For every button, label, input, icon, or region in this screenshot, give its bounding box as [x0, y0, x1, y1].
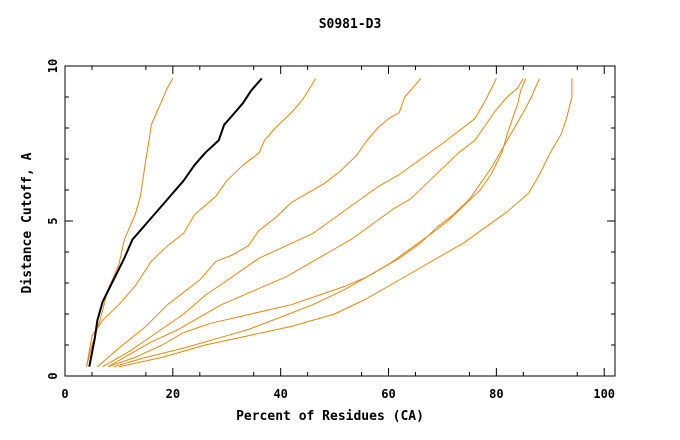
axis-ticks: 0 20 40 60 80 100 0 5 10	[46, 59, 615, 401]
series-line-model-7	[107, 78, 527, 368]
x-tick-label: 80	[489, 387, 503, 401]
series-line-model-8	[113, 78, 540, 368]
series-line-model-5	[102, 78, 497, 368]
y-axis-label: Distance Cutoff, A	[20, 152, 35, 293]
series-lines	[86, 77, 573, 368]
chart-title: S0981-D3	[319, 17, 382, 32]
x-tick-label: 60	[381, 387, 395, 401]
y-tick-label: 0	[46, 372, 60, 379]
x-tick-label: 20	[166, 387, 180, 401]
x-tick-label: 40	[273, 387, 287, 401]
series-line-model-4	[97, 78, 422, 368]
x-axis-label: Percent of Residues (CA)	[236, 409, 424, 424]
y-tick-label: 5	[46, 217, 60, 224]
series-line-model-6	[107, 78, 524, 368]
x-tick-label: 0	[61, 387, 68, 401]
series-line-model-9	[118, 78, 573, 368]
y-tick-label: 10	[46, 59, 60, 73]
x-tick-label: 100	[593, 387, 615, 401]
series-line-model-3	[86, 78, 317, 367]
series-line-model-1	[86, 78, 174, 367]
series-line-model-2	[88, 77, 263, 367]
